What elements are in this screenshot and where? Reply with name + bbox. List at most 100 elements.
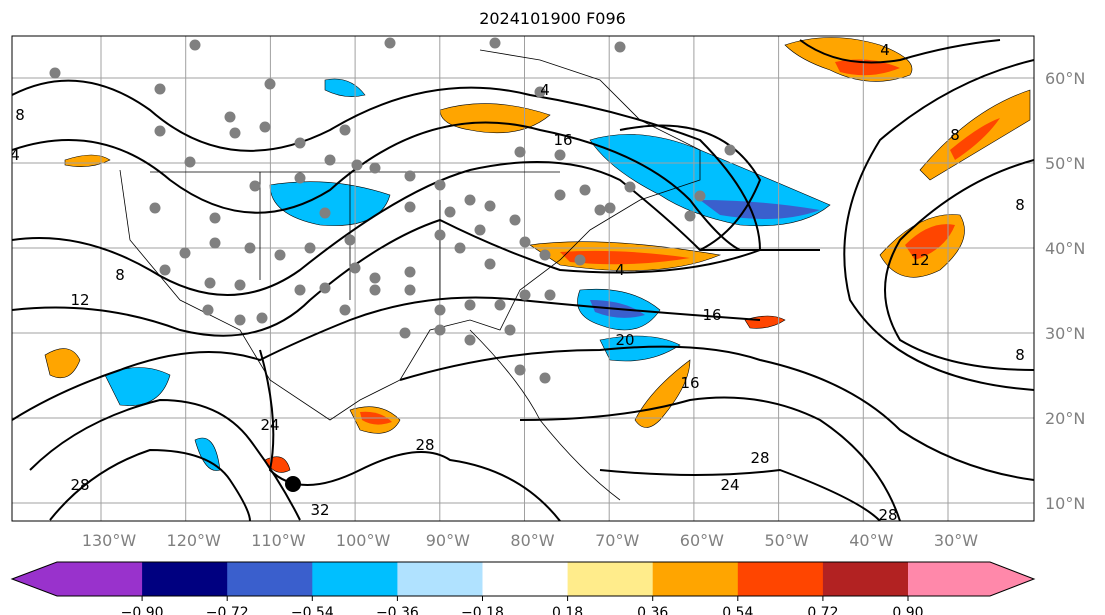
station-dot xyxy=(434,229,446,241)
colorbar-tick-label: −0.54 xyxy=(291,605,334,615)
latitude-label: 60°N xyxy=(1045,69,1085,88)
station-dot xyxy=(539,372,551,384)
station-dot xyxy=(234,314,246,326)
latitude-label: 10°N xyxy=(1045,494,1085,513)
station-dot xyxy=(204,277,216,289)
station-dot xyxy=(494,299,506,311)
station-dot xyxy=(399,327,411,339)
station-dot xyxy=(369,162,381,174)
station-dot xyxy=(319,282,331,294)
latitude-label: 50°N xyxy=(1045,154,1085,173)
station-dot xyxy=(544,289,556,301)
station-dot xyxy=(154,83,166,95)
station-dot xyxy=(434,324,446,336)
longitude-label: 30°W xyxy=(934,531,978,550)
contour-label: 16 xyxy=(553,131,572,149)
colorbar-segment xyxy=(567,562,654,596)
station-dot xyxy=(504,324,516,336)
station-dot xyxy=(404,201,416,213)
station-dot xyxy=(489,37,501,49)
station-dot xyxy=(179,247,191,259)
station-dot xyxy=(264,78,276,90)
station-dot xyxy=(249,180,261,192)
station-dot xyxy=(594,204,606,216)
station-dot xyxy=(454,242,466,254)
longitude-label: 120°W xyxy=(167,531,222,550)
longitude-label: 60°W xyxy=(680,531,724,550)
latitude-label: 30°N xyxy=(1045,324,1085,343)
station-dot xyxy=(604,202,616,214)
colorbar-tick-label: −0.18 xyxy=(461,605,504,615)
colorbar-tick-label: 0.72 xyxy=(807,605,838,615)
station-dot xyxy=(369,284,381,296)
contour-label: 4 xyxy=(615,261,625,279)
coastlines xyxy=(119,49,701,501)
station-dots xyxy=(49,37,736,384)
station-dot xyxy=(474,224,486,236)
station-dot xyxy=(224,111,236,123)
longitude-label: 100°W xyxy=(336,531,391,550)
contour-label: 4 xyxy=(880,41,890,59)
station-dot xyxy=(259,121,271,133)
station-dot xyxy=(339,304,351,316)
contour-label: 12 xyxy=(910,251,929,269)
station-dot xyxy=(351,159,363,171)
station-dot xyxy=(184,156,196,168)
station-dot xyxy=(579,184,591,196)
contour-label: 32 xyxy=(310,501,329,519)
station-dot xyxy=(369,272,381,284)
colorbar-segment xyxy=(822,562,909,596)
graticule xyxy=(12,36,1034,521)
station-dot xyxy=(534,86,546,98)
station-dot xyxy=(324,154,336,166)
contour-label: 4 xyxy=(10,146,20,164)
station-dot xyxy=(484,258,496,270)
contour-label: 24 xyxy=(720,476,739,494)
station-dot xyxy=(339,124,351,136)
station-dot xyxy=(434,179,446,191)
station-dot xyxy=(464,299,476,311)
station-dot xyxy=(614,41,626,53)
colorbar-tick-label: −0.90 xyxy=(121,605,164,615)
station-dot xyxy=(244,242,256,254)
contour-label: 4 xyxy=(540,81,550,99)
colorbar-segment xyxy=(397,562,483,596)
station-dot xyxy=(464,194,476,206)
contour-labels: 4 8 4 16 12 8 4 20 16 16 24 28 28 32 28 8 8 12 24 28 8 4 xyxy=(10,41,1025,524)
station-dot xyxy=(319,207,331,219)
station-dot xyxy=(694,190,706,202)
station-dot xyxy=(554,149,566,161)
station-dot xyxy=(154,125,166,137)
longitude-label: 70°W xyxy=(595,531,639,550)
station-dot xyxy=(384,37,396,49)
station-dot xyxy=(404,266,416,278)
station-dot xyxy=(444,206,456,218)
contour-label: 20 xyxy=(615,331,634,349)
colorbar: −0.90 −0.72 −0.54 −0.36 −0.18 0.18 0.36 0.54 0.7… xyxy=(10,561,1036,615)
station-dot xyxy=(509,214,521,226)
latitude-label: 20°N xyxy=(1045,409,1085,428)
longitude-label: 40°W xyxy=(849,531,893,550)
station-dot xyxy=(539,249,551,261)
station-dot xyxy=(294,284,306,296)
station-dot xyxy=(624,181,636,193)
station-dot xyxy=(404,170,416,182)
contour-label: 8 xyxy=(950,126,960,144)
colorbar-segment xyxy=(482,562,569,596)
colorbar-outline xyxy=(10,561,1036,597)
contour-label: 8 xyxy=(1015,196,1025,214)
contour-label: 8 xyxy=(1015,346,1025,364)
station-dot xyxy=(514,364,526,376)
contour-label: 28 xyxy=(878,506,897,524)
contour-label: 24 xyxy=(260,416,279,434)
colorbar-tick-label: 0.90 xyxy=(892,605,923,615)
station-dot xyxy=(684,210,696,222)
colorbar-segment xyxy=(652,562,739,596)
map-frame xyxy=(11,35,1035,522)
station-dot xyxy=(519,289,531,301)
contour-label: 8 xyxy=(15,106,25,124)
station-dot xyxy=(274,249,286,261)
station-dot xyxy=(519,236,531,248)
contour-label: 12 xyxy=(70,291,89,309)
